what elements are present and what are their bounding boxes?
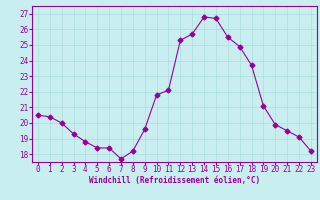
X-axis label: Windchill (Refroidissement éolien,°C): Windchill (Refroidissement éolien,°C) xyxy=(89,176,260,185)
